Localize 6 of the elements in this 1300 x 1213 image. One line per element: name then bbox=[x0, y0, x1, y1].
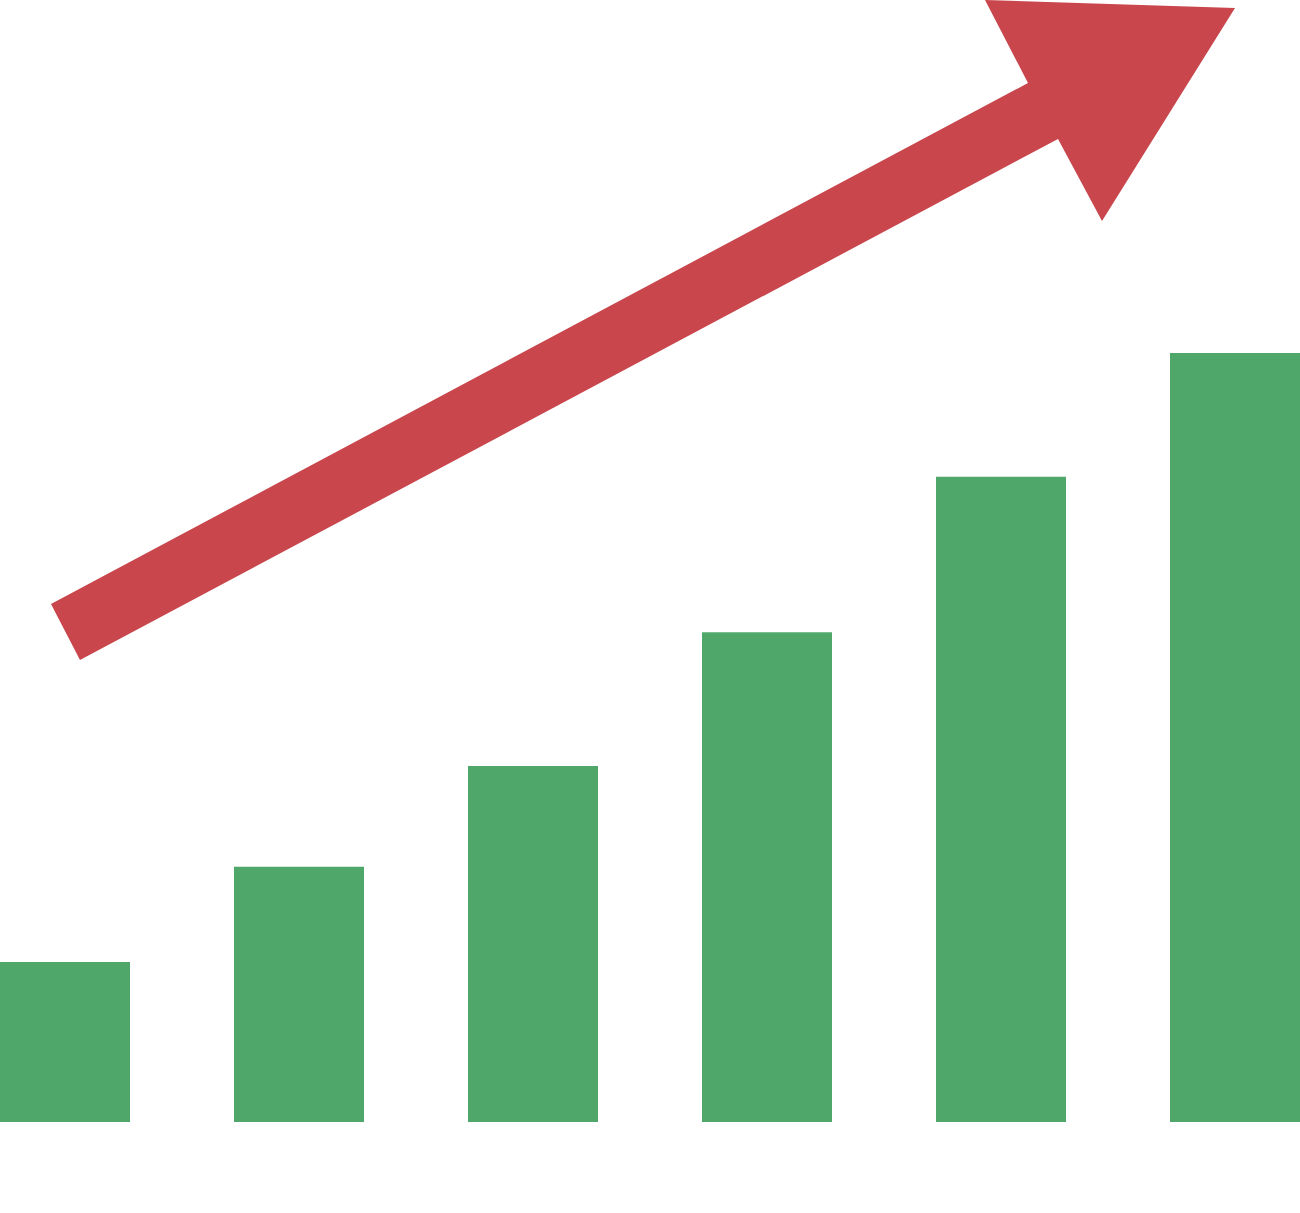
bar bbox=[0, 962, 130, 1122]
bar bbox=[702, 632, 832, 1122]
bar bbox=[468, 765, 598, 1122]
bar bbox=[1170, 353, 1300, 1122]
bar bbox=[936, 476, 1066, 1122]
bar bbox=[234, 866, 364, 1122]
